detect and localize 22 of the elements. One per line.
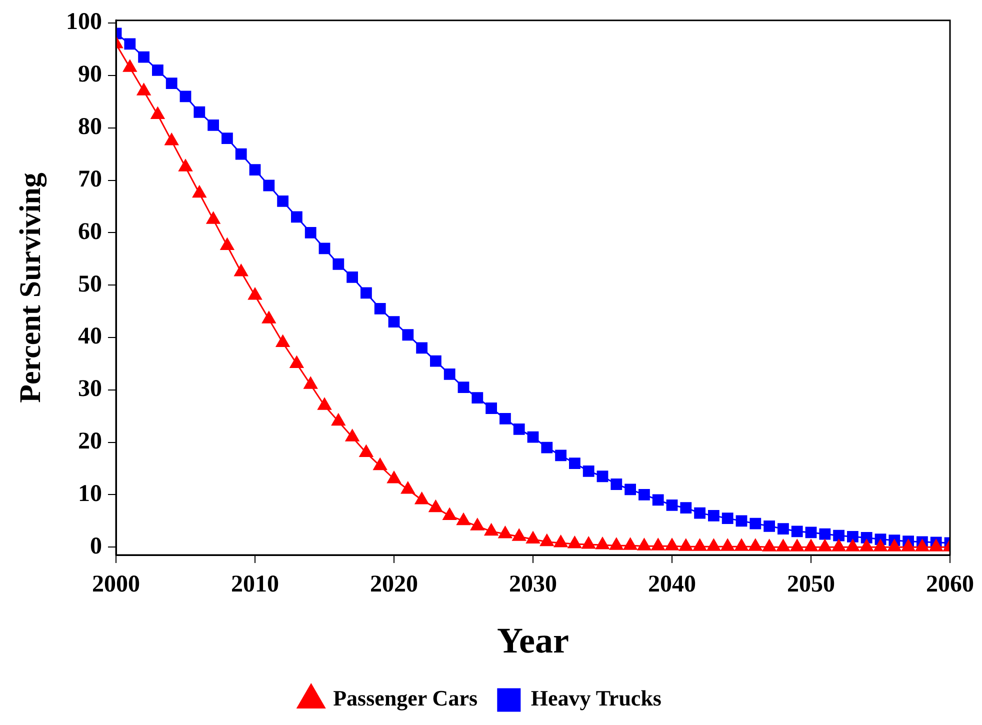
x-tick-label: 2040	[648, 572, 696, 598]
y-axis-title: Percent Surviving	[14, 172, 47, 403]
y-tick-label: 30	[78, 376, 102, 402]
y-tick-label: 90	[78, 62, 102, 88]
y-tick-label: 50	[78, 271, 102, 298]
y-tick-label: 10	[78, 480, 102, 507]
x-tick-label: 2020	[370, 572, 418, 598]
x-tick-label: 2060	[926, 572, 974, 598]
y-tick-label: 20	[78, 428, 102, 455]
x-tick-label: 2010	[231, 572, 279, 598]
y-tick-label: 60	[78, 218, 102, 245]
x-axis-title: Year	[497, 620, 569, 661]
y-tick-label: 40	[78, 324, 102, 350]
y-tick-label: 70	[78, 166, 102, 192]
y-tick-label: 80	[78, 114, 102, 140]
x-tick-label: 2000	[92, 572, 140, 598]
x-tick-label: 2030	[509, 572, 557, 598]
legend-label: Passenger Cars	[333, 686, 478, 711]
x-tick-label: 2050	[787, 572, 835, 598]
legend-label: Heavy Trucks	[530, 686, 662, 711]
y-tick-label: 100	[66, 9, 102, 36]
y-tick-label: 0	[90, 533, 102, 560]
